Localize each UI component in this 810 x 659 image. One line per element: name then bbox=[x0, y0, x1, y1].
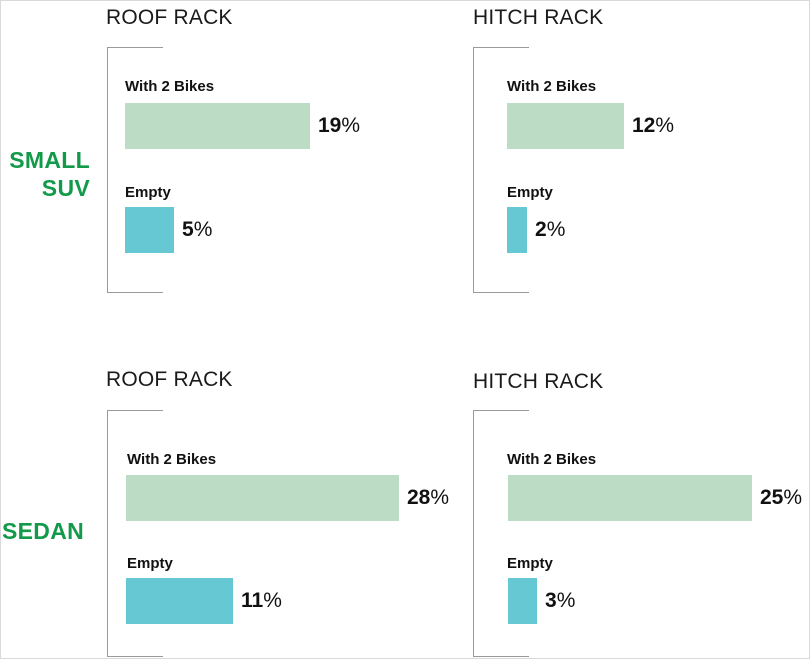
bar-label: Empty bbox=[127, 555, 173, 572]
bar-value-label: 25% bbox=[760, 475, 802, 521]
unit-sign: % bbox=[430, 486, 450, 509]
row-label-line: SUV bbox=[41, 175, 90, 201]
bar-value-number: 28 bbox=[407, 486, 431, 509]
bar-value-label: 3% bbox=[545, 578, 575, 624]
bar-value-number: 25 bbox=[760, 486, 784, 509]
bar-with-2-bikes bbox=[507, 103, 624, 149]
bar-with-2-bikes bbox=[126, 475, 399, 521]
panel-title: ROOF RACK bbox=[106, 6, 233, 29]
row-label-sedan: SEDAN bbox=[2, 517, 90, 545]
bar-label: With 2 Bikes bbox=[507, 451, 597, 468]
bar-value-number: 11 bbox=[241, 589, 264, 612]
unit-sign: % bbox=[263, 589, 282, 612]
unit-sign: % bbox=[783, 486, 803, 509]
bar-value-label: 5% bbox=[182, 207, 212, 253]
bar-value-label: 28% bbox=[407, 475, 449, 521]
row-label-line: SMALL bbox=[9, 147, 90, 173]
bar-label: Empty bbox=[125, 184, 171, 201]
bar-value-label: 2% bbox=[535, 207, 565, 253]
bar-value-number: 3 bbox=[545, 589, 557, 612]
unit-sign: % bbox=[341, 114, 361, 137]
panel-bracket bbox=[473, 47, 529, 293]
bar-label: With 2 Bikes bbox=[507, 78, 597, 95]
bar-label: Empty bbox=[507, 184, 553, 201]
row-label-small-suv: SMALL SUV bbox=[2, 146, 90, 202]
bar-label: With 2 Bikes bbox=[127, 451, 217, 468]
bar-value-label: 19% bbox=[318, 103, 360, 149]
row-label-line: SEDAN bbox=[2, 518, 85, 544]
bar-value-label: 11% bbox=[241, 578, 282, 624]
panel-bracket bbox=[107, 410, 163, 657]
bar-value-number: 5 bbox=[182, 218, 194, 241]
unit-sign: % bbox=[655, 114, 675, 137]
bar-value-number: 2 bbox=[535, 218, 547, 241]
bar-empty bbox=[508, 578, 537, 624]
unit-sign: % bbox=[546, 218, 566, 241]
bar-with-2-bikes bbox=[508, 475, 752, 521]
bar-value-number: 12 bbox=[632, 114, 656, 137]
bar-value-number: 19 bbox=[318, 114, 342, 137]
bar-empty bbox=[125, 207, 174, 253]
bar-empty bbox=[507, 207, 527, 253]
unit-sign: % bbox=[556, 589, 576, 612]
bar-value-label: 12% bbox=[632, 103, 674, 149]
panel-title: ROOF RACK bbox=[106, 368, 233, 391]
panel-bracket bbox=[473, 410, 529, 657]
bar-label: With 2 Bikes bbox=[125, 78, 215, 95]
panel-title: HITCH RACK bbox=[473, 370, 604, 393]
bar-label: Empty bbox=[507, 555, 553, 572]
bar-empty bbox=[126, 578, 233, 624]
unit-sign: % bbox=[193, 218, 213, 241]
panel-title: HITCH RACK bbox=[473, 6, 604, 29]
panel-bracket bbox=[107, 47, 163, 293]
bar-with-2-bikes bbox=[125, 103, 310, 149]
